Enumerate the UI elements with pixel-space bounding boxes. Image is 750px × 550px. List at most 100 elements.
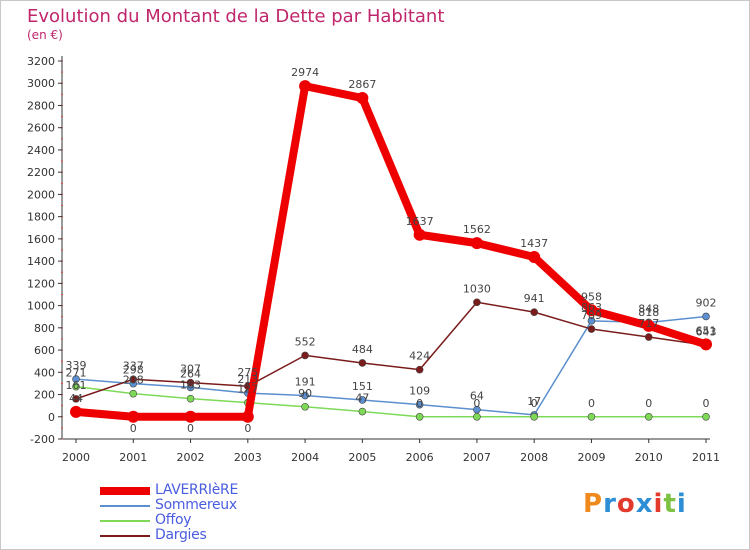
data-label: 337 <box>123 359 144 372</box>
y-tick-label: 1400 <box>27 255 55 268</box>
data-point <box>241 410 254 423</box>
data-label: 298 <box>123 364 144 377</box>
data-label: 64 <box>470 390 484 403</box>
x-tick-label: 2009 <box>577 451 605 464</box>
data-label: 0 <box>416 397 423 410</box>
data-point <box>415 365 424 374</box>
legend-item: Offoy <box>100 512 300 528</box>
data-label: 44 <box>69 392 83 405</box>
data-point <box>470 237 483 250</box>
data-point <box>473 412 481 421</box>
data-label: 651 <box>696 324 717 337</box>
y-tick-label: 1000 <box>27 300 55 313</box>
data-label: 109 <box>409 385 430 398</box>
series-line-sommereux <box>75 315 707 416</box>
data-label: 339 <box>66 359 87 372</box>
legend-swatch <box>100 520 150 522</box>
x-tick-label: 2003 <box>234 451 262 464</box>
data-point <box>642 319 655 332</box>
data-point <box>358 407 367 416</box>
data-point <box>358 359 367 367</box>
data-label: 264 <box>180 367 201 380</box>
y-tick-label: 2400 <box>27 144 55 157</box>
data-label: 127 <box>237 383 258 396</box>
data-label: 1437 <box>520 237 548 250</box>
data-label: 161 <box>66 379 87 392</box>
y-tick-label: 2600 <box>27 122 55 135</box>
x-tick-label: 2002 <box>177 451 205 464</box>
data-label: 643 <box>696 325 717 338</box>
data-label: 717 <box>638 317 659 330</box>
logo-letter: i <box>676 489 687 519</box>
data-label: 0 <box>187 422 194 435</box>
legend-swatch <box>100 487 150 495</box>
data-label: 0 <box>703 397 710 410</box>
data-point <box>473 298 481 307</box>
data-point <box>530 308 538 316</box>
x-tick-label: 2011 <box>692 451 720 464</box>
data-label: 151 <box>352 380 373 393</box>
y-tick-label: 400 <box>34 366 55 379</box>
data-label: 424 <box>409 350 430 363</box>
data-point <box>129 375 138 384</box>
data-label: 1637 <box>406 215 434 228</box>
data-label: 789 <box>581 309 602 322</box>
legend-swatch <box>100 505 150 507</box>
data-label: 208 <box>123 374 144 387</box>
data-label: 2974 <box>291 66 319 79</box>
legend-swatch <box>100 535 150 537</box>
legend-item: LAVERRIèRE <box>100 482 300 498</box>
data-point <box>644 333 653 341</box>
data-label: 271 <box>66 367 87 380</box>
logo-letter: o <box>616 489 636 519</box>
data-label: 90 <box>298 387 312 400</box>
y-tick-label: 2200 <box>27 166 55 179</box>
legend-item: Sommereux <box>100 497 300 513</box>
y-tick-label: 600 <box>34 344 55 357</box>
x-tick-label: 2010 <box>635 451 663 464</box>
data-point <box>587 317 596 325</box>
data-point <box>70 405 82 418</box>
y-tick-label: 3000 <box>27 77 55 90</box>
data-label: 1030 <box>463 282 491 295</box>
data-label: 191 <box>295 376 316 389</box>
data-label: 0 <box>531 397 538 410</box>
series-line-dargies <box>75 301 707 400</box>
y-tick-label: 3200 <box>27 55 55 68</box>
logo-letter: i <box>653 489 664 519</box>
legend-label: Sommereux <box>155 497 237 513</box>
data-point <box>702 412 710 421</box>
data-label: 0 <box>473 397 480 410</box>
proxiti-logo: Proxiti <box>583 489 687 519</box>
data-label: 552 <box>295 335 316 348</box>
x-tick-label: 2007 <box>463 451 491 464</box>
chart-title: Evolution du Montant de la Dette par Hab… <box>27 6 445 27</box>
data-label: 213 <box>237 373 258 386</box>
data-label: 941 <box>524 292 545 305</box>
data-point <box>299 80 312 93</box>
data-label: 484 <box>352 343 373 356</box>
y-tick-label: 800 <box>34 322 55 335</box>
data-label: 307 <box>180 363 201 376</box>
data-point <box>186 378 195 387</box>
data-point <box>415 412 424 421</box>
y-tick-label: 1600 <box>27 233 55 246</box>
logo-letter: P <box>583 489 604 519</box>
data-label: 163 <box>180 379 201 392</box>
x-tick-label: 2004 <box>291 451 319 464</box>
data-point <box>127 410 140 423</box>
data-label: 958 <box>581 290 602 303</box>
y-tick-label: 2000 <box>27 188 55 201</box>
data-point <box>301 351 309 360</box>
logo-letter: x <box>635 489 654 519</box>
data-point <box>702 312 710 321</box>
data-point <box>413 228 426 241</box>
x-tick-label: 2005 <box>348 451 376 464</box>
legend-label: LAVERRIèRE <box>155 482 238 498</box>
y-tick-label: 0 <box>48 411 55 424</box>
chart-subtitle: (en €) <box>27 28 63 42</box>
data-point <box>72 382 80 391</box>
x-tick-label: 2008 <box>520 451 548 464</box>
